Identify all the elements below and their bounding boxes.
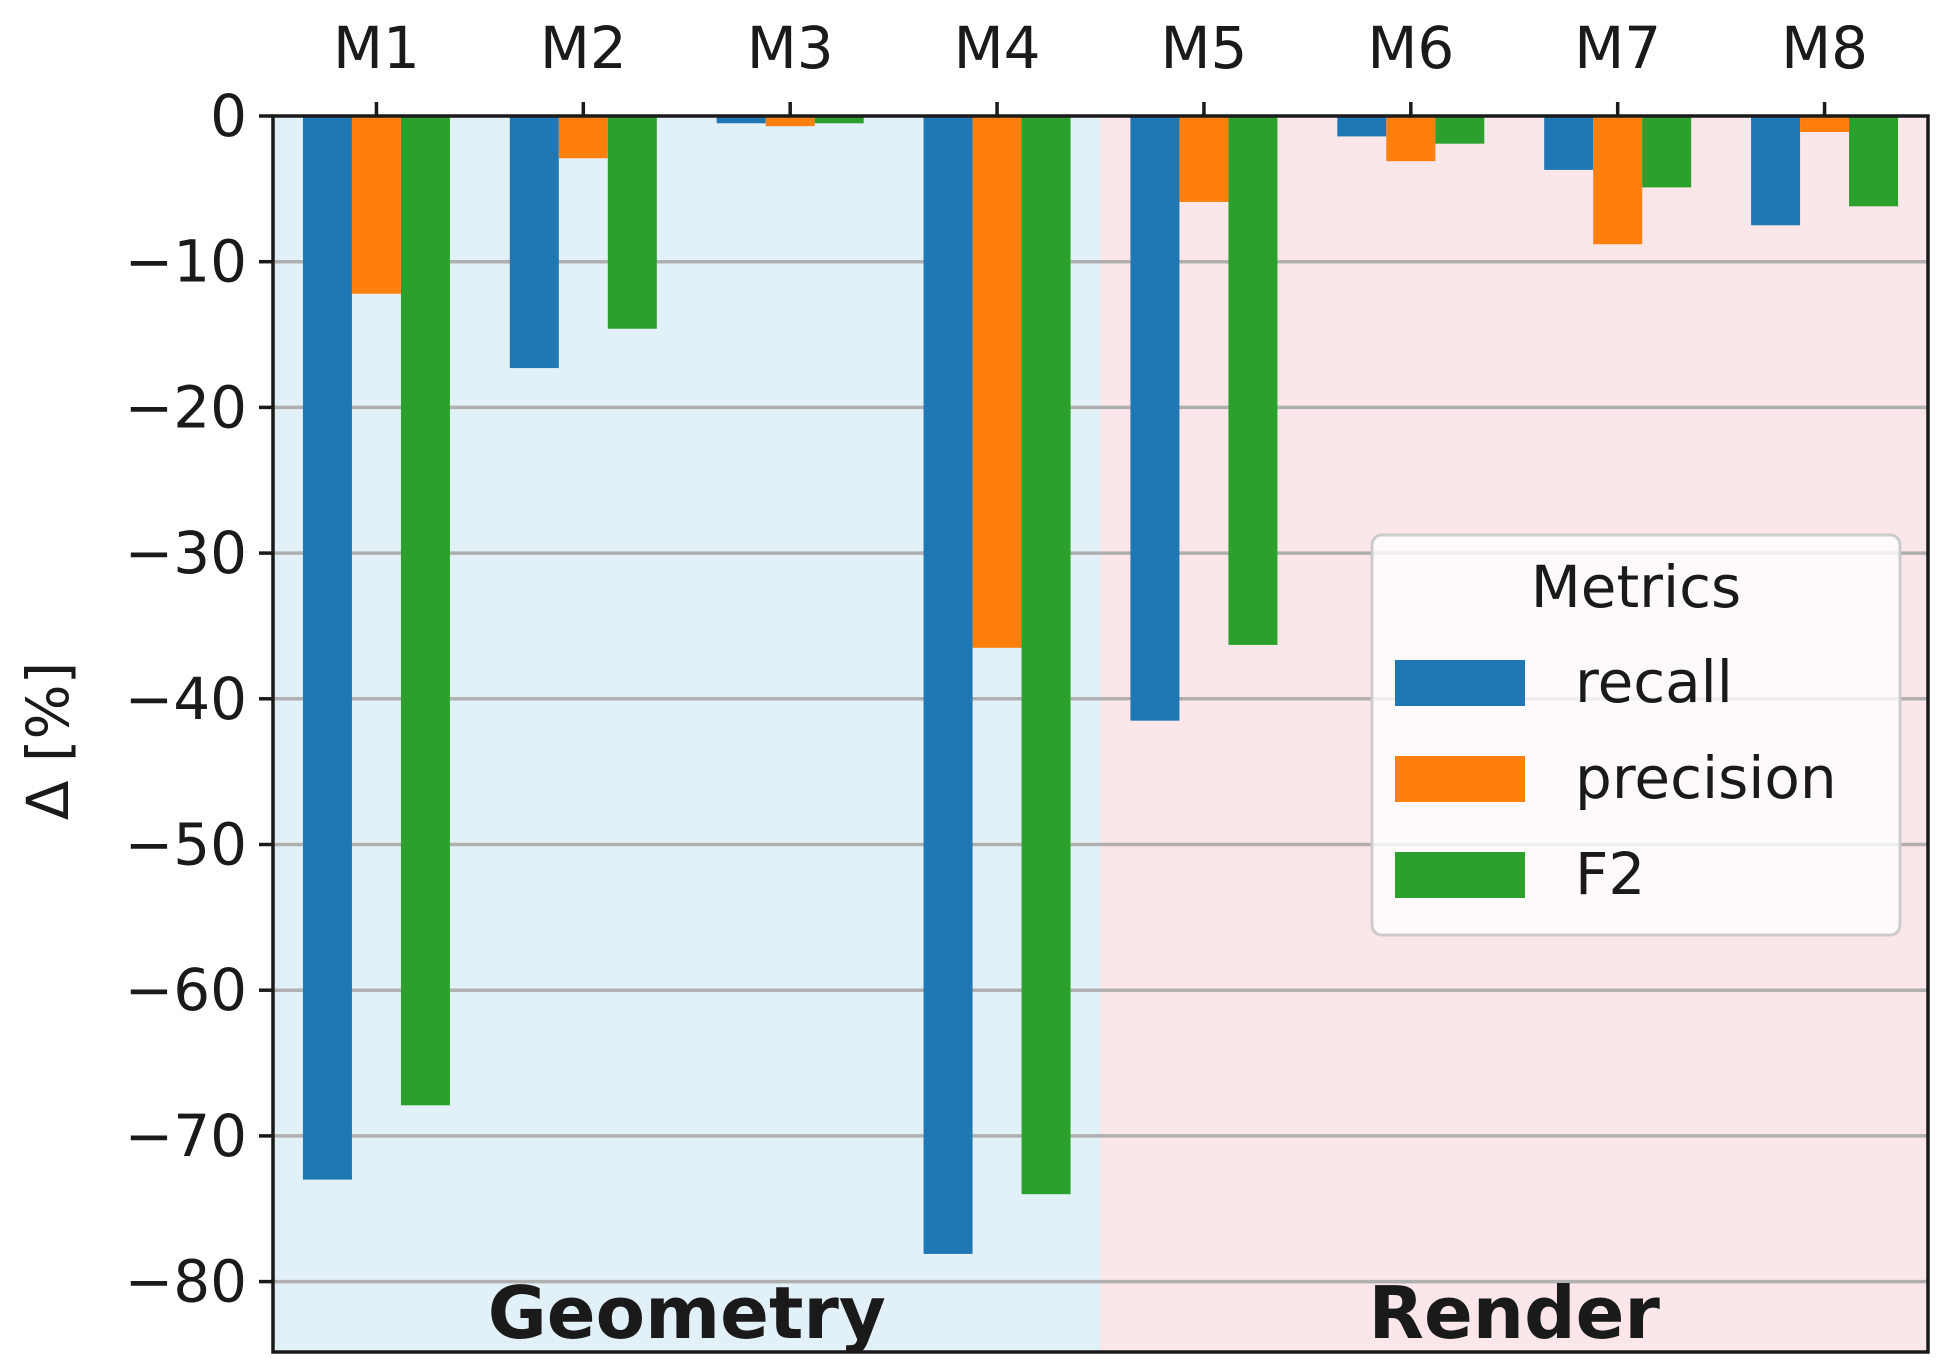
bar-m4-f2: [1021, 116, 1071, 1195]
axes-layer: 0 −10 −20 −30 −40 −50 −60 −70 −80 M1 M2 M3 M4 M5 M6 M7 M…: [125, 14, 1930, 1354]
bar-m5-recall: [1130, 116, 1180, 721]
bar-m6-precision: [1386, 116, 1436, 162]
bar-m6-f2: [1435, 116, 1485, 144]
y-tick-label: −50: [125, 811, 247, 879]
y-tick-label: −70: [125, 1102, 247, 1170]
bars-layer: [302, 116, 1899, 1254]
bar-m7-f2: [1642, 116, 1692, 188]
legend-swatch-precision: [1395, 756, 1525, 802]
region-label-geometry: Geometry: [488, 1271, 886, 1355]
y-tick-label: 0: [210, 82, 247, 150]
y-axis-label: Δ [%]: [14, 662, 82, 820]
legend-box: [1370, 533, 1902, 937]
bar-m3-precision: [765, 116, 815, 127]
legend-entry-f2: F2: [1575, 840, 1645, 908]
bar-m1-recall: [302, 116, 352, 1180]
x-tick-label-m3: M3: [747, 14, 834, 82]
x-tick-label-m6: M6: [1367, 14, 1454, 82]
x-tick-label-m4: M4: [954, 14, 1041, 82]
legend: Metrics recall precision F2: [1370, 533, 1902, 937]
region-label-render: Render: [1369, 1271, 1661, 1355]
bar-m3-f2: [814, 116, 864, 124]
bar-m4-recall: [923, 116, 973, 1254]
y-tick-label: −10: [125, 228, 247, 296]
y-tick-label: −40: [125, 665, 247, 733]
bar-m3-recall: [716, 116, 766, 124]
x-tick-label-m1: M1: [333, 14, 420, 82]
legend-entry-precision: precision: [1575, 744, 1837, 812]
bar-m1-precision: [351, 116, 401, 294]
bar-m5-f2: [1228, 116, 1278, 645]
x-tick-label-m5: M5: [1160, 14, 1247, 82]
bar-m5-precision: [1179, 116, 1229, 202]
y-tick-label: −20: [125, 373, 247, 441]
x-tick-label-m8: M8: [1781, 14, 1868, 82]
bar-m7-precision: [1593, 116, 1643, 245]
legend-title: Metrics: [1531, 553, 1742, 621]
bar-m4-precision: [972, 116, 1022, 648]
bar-m2-f2: [607, 116, 657, 329]
bar-m1-f2: [400, 116, 450, 1106]
bar-m8-precision: [1800, 116, 1850, 133]
plot-frame: [271, 114, 1930, 1354]
x-tick-label-m2: M2: [540, 14, 627, 82]
bar-m2-recall: [509, 116, 559, 369]
y-tick-label: −60: [125, 956, 247, 1024]
legend-swatch-f2: [1395, 852, 1525, 898]
bar-m7-recall: [1544, 116, 1594, 170]
legend-entry-recall: recall: [1575, 648, 1733, 716]
bar-m8-f2: [1849, 116, 1899, 207]
bar-m6-recall: [1337, 116, 1387, 137]
y-tick-label: −80: [125, 1248, 247, 1316]
bar-m2-precision: [558, 116, 608, 159]
x-tick-label-m7: M7: [1574, 14, 1661, 82]
bar-m8-recall: [1751, 116, 1801, 226]
region-labels-layer: Geometry Render: [488, 1271, 1661, 1355]
legend-swatch-recall: [1395, 660, 1525, 706]
y-tick-label: −30: [125, 519, 247, 587]
